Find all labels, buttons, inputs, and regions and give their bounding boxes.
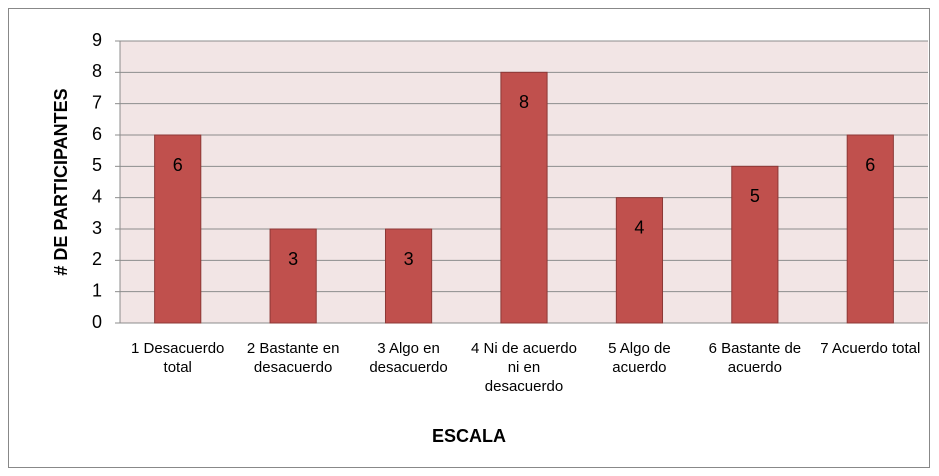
data-label: 6 <box>865 155 875 175</box>
y-tick-label: 3 <box>92 218 102 238</box>
bar <box>154 134 202 324</box>
data-label: 3 <box>288 249 298 269</box>
data-label: 5 <box>750 186 760 206</box>
bar <box>731 165 779 324</box>
x-tick-label: 5 Algo de acuerdo <box>608 340 671 376</box>
bar <box>269 228 317 324</box>
data-label: 3 <box>404 249 414 269</box>
y-tick-label: 7 <box>92 92 102 112</box>
y-tick-label: 9 <box>92 30 102 50</box>
y-tick-label: 2 <box>92 249 102 269</box>
x-axis-title: ESCALA <box>432 426 506 446</box>
data-label: 6 <box>173 155 183 175</box>
x-tick-label: 2 Bastante en desacuerdo <box>246 340 340 376</box>
x-tick-label: 4 Ni de acuerdo ni en desacuerdo <box>471 340 577 395</box>
data-label: 8 <box>519 92 529 112</box>
y-tick-label: 0 <box>92 312 102 332</box>
data-label: 4 <box>634 217 644 237</box>
y-tick-label: 4 <box>92 186 102 206</box>
x-tick-label: 3 Algo en desacuerdo <box>369 340 448 376</box>
y-axis-title: # DE PARTICIPANTES <box>51 88 71 275</box>
bar <box>615 197 664 324</box>
y-tick-label: 1 <box>92 280 102 300</box>
x-tick-label: 6 Bastante de acuerdo <box>708 340 802 376</box>
x-tick-label: 7 Acuerdo total <box>820 340 921 357</box>
y-tick-label: 8 <box>92 61 102 81</box>
bar <box>500 71 548 324</box>
x-tick-label: 1 Desacuerdo total <box>131 340 225 376</box>
bar <box>846 134 894 324</box>
y-tick-label: 5 <box>92 155 102 175</box>
bar <box>384 228 433 324</box>
y-tick-label: 6 <box>92 124 102 144</box>
